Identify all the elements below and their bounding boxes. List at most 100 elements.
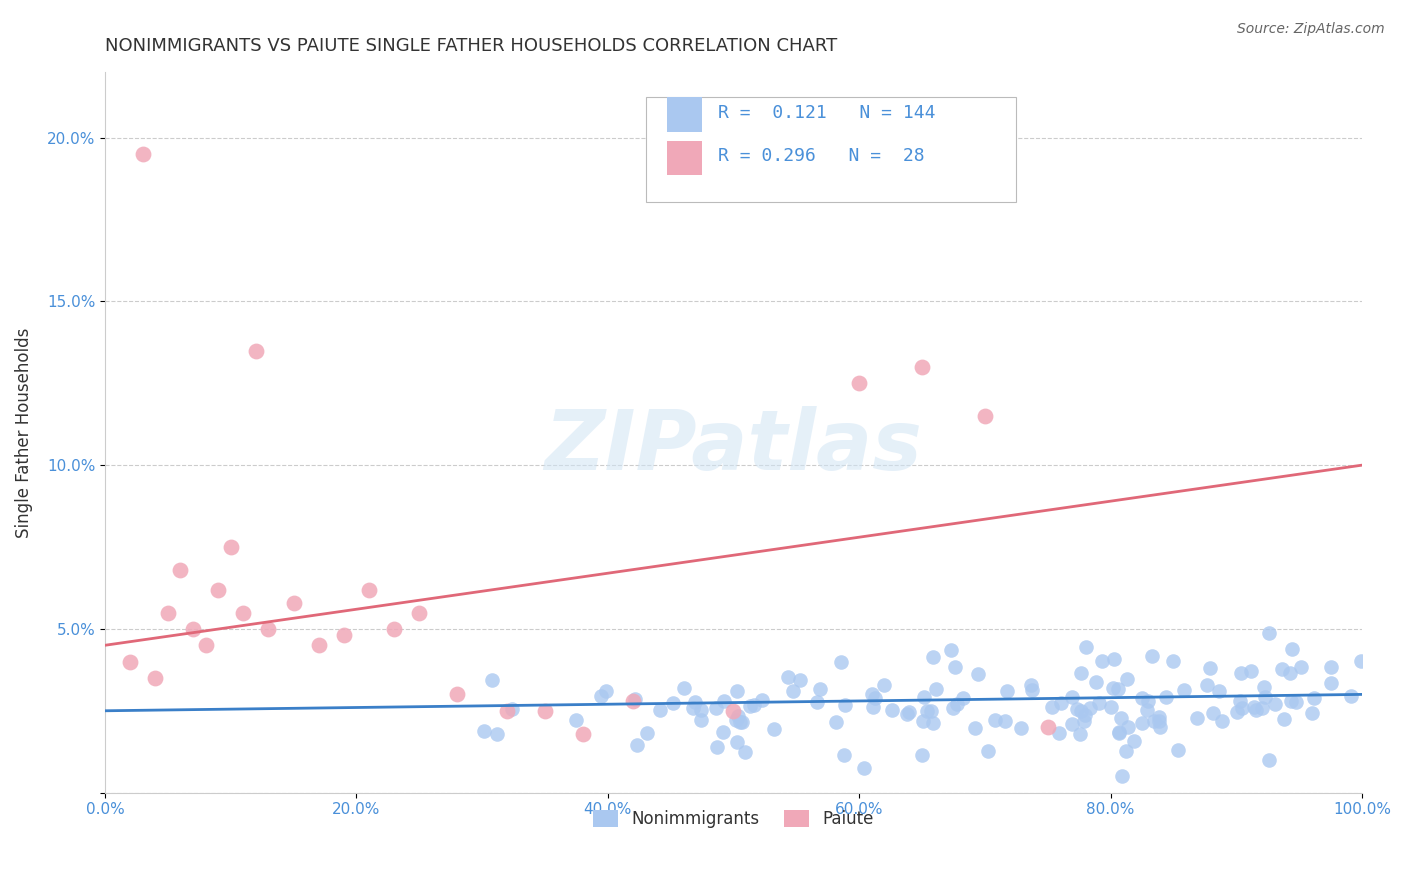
- Point: [1340, 690, 1362, 704]
- Point: [725, 735, 748, 749]
- Point: [169, 563, 191, 577]
- Point: [283, 596, 305, 610]
- Point: [1091, 654, 1114, 668]
- Point: [308, 638, 330, 652]
- Point: [1202, 706, 1225, 721]
- Point: [595, 683, 617, 698]
- Point: [1161, 654, 1184, 668]
- Point: [1047, 726, 1070, 740]
- Point: [1078, 701, 1101, 715]
- Point: [727, 708, 749, 723]
- Point: [922, 650, 945, 665]
- Point: [1123, 734, 1146, 748]
- Point: [1264, 697, 1286, 711]
- Point: [1281, 642, 1303, 657]
- Point: [1279, 693, 1302, 707]
- Point: [408, 606, 430, 620]
- Point: [1069, 727, 1091, 741]
- Point: [1107, 681, 1129, 696]
- Point: [977, 744, 1000, 758]
- Point: [1070, 666, 1092, 681]
- Point: [1060, 717, 1083, 731]
- Point: [1036, 720, 1059, 734]
- Point: [689, 713, 711, 727]
- Point: [742, 698, 765, 712]
- Point: [1211, 714, 1233, 728]
- Point: [194, 638, 217, 652]
- Point: [1253, 680, 1275, 694]
- Point: [1149, 714, 1171, 728]
- Point: [723, 704, 745, 718]
- Point: [830, 655, 852, 669]
- Point: [485, 727, 508, 741]
- FancyBboxPatch shape: [645, 97, 1017, 202]
- Point: [1109, 710, 1132, 724]
- Point: [738, 698, 761, 713]
- Point: [941, 643, 963, 657]
- Point: [571, 727, 593, 741]
- Point: [1225, 705, 1247, 719]
- Point: [882, 703, 904, 717]
- Point: [501, 702, 523, 716]
- Point: [1271, 662, 1294, 676]
- Point: [446, 687, 468, 701]
- Point: [1319, 659, 1341, 673]
- Point: [1104, 652, 1126, 666]
- Point: [763, 722, 786, 736]
- Point: [1147, 709, 1170, 723]
- Point: [1130, 690, 1153, 705]
- Point: [481, 673, 503, 687]
- Point: [690, 703, 713, 717]
- Point: [1130, 716, 1153, 731]
- Point: [682, 701, 704, 715]
- Point: [963, 722, 986, 736]
- Point: [994, 714, 1017, 728]
- Point: [1070, 704, 1092, 718]
- Point: [984, 713, 1007, 727]
- Point: [898, 706, 921, 720]
- Point: [966, 667, 988, 681]
- Point: [911, 359, 934, 374]
- Point: [848, 376, 870, 391]
- Text: NONIMMIGRANTS VS PAIUTE SINGLE FATHER HOUSEHOLDS CORRELATION CHART: NONIMMIGRANTS VS PAIUTE SINGLE FATHER HO…: [105, 37, 837, 55]
- Point: [661, 696, 683, 710]
- Point: [1291, 660, 1313, 674]
- Point: [1060, 690, 1083, 704]
- Point: [730, 715, 752, 730]
- Point: [1208, 684, 1230, 698]
- Point: [1230, 665, 1253, 680]
- Point: [1136, 703, 1159, 717]
- Point: [1085, 674, 1108, 689]
- Text: R = 0.296   N =  28: R = 0.296 N = 28: [718, 147, 925, 165]
- Point: [143, 671, 166, 685]
- Point: [333, 628, 356, 642]
- Point: [624, 691, 647, 706]
- Point: [1088, 696, 1111, 710]
- Point: [1320, 676, 1343, 690]
- Point: [832, 747, 855, 762]
- Point: [1303, 691, 1326, 706]
- Point: [711, 724, 734, 739]
- Point: [1285, 695, 1308, 709]
- Point: [1199, 661, 1222, 675]
- Point: [1230, 701, 1253, 715]
- Point: [853, 761, 876, 775]
- Point: [730, 714, 752, 729]
- Point: [1074, 640, 1097, 654]
- Point: [946, 697, 969, 711]
- Point: [952, 691, 974, 706]
- Point: [973, 409, 995, 423]
- Point: [1229, 694, 1251, 708]
- Point: [1143, 714, 1166, 728]
- Point: [925, 682, 948, 697]
- Point: [1167, 743, 1189, 757]
- Point: [912, 690, 935, 704]
- Point: [564, 713, 586, 727]
- Point: [1272, 712, 1295, 726]
- Point: [534, 704, 557, 718]
- Point: [382, 622, 405, 636]
- Point: [1278, 665, 1301, 680]
- Point: [245, 343, 267, 358]
- Point: [862, 700, 884, 714]
- Point: [1350, 654, 1372, 668]
